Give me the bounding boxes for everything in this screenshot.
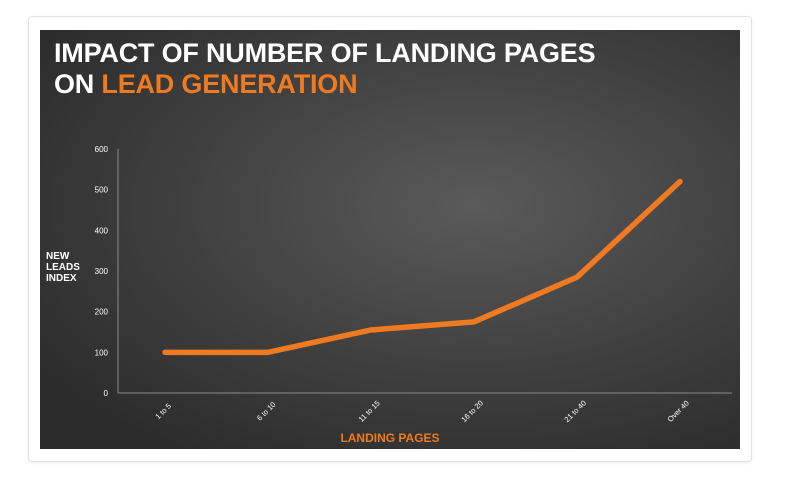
y-axis-label: NEW LEADS INDEX xyxy=(46,251,90,284)
x-tick-label: 16 to 20 xyxy=(459,398,485,424)
y-tick-label: 600 xyxy=(95,145,109,154)
chart-title: IMPACT OF NUMBER OF LANDING PAGES ON LEA… xyxy=(54,38,596,100)
plot-area: 0 100 200 300 400 500 600 1 to 5 6 to 10 11 to 15… xyxy=(95,145,732,424)
y-tick-label: 0 xyxy=(104,389,109,398)
x-tick-label: 1 to 5 xyxy=(153,401,173,421)
y-tick-label: 300 xyxy=(95,267,109,276)
x-tick-label: Over 40 xyxy=(666,399,691,424)
data-point xyxy=(471,319,477,325)
data-point xyxy=(574,274,580,280)
y-tick-label: 400 xyxy=(95,226,109,235)
x-tick-label: 11 to 15 xyxy=(357,399,382,424)
y-axis-label-line-3: INDEX xyxy=(46,273,77,284)
data-point xyxy=(677,179,683,185)
y-tick-label: 200 xyxy=(95,308,109,317)
y-axis-label-line-2: LEADS xyxy=(46,262,80,273)
title-line-2-accent: LEAD GENERATION xyxy=(101,69,358,99)
x-axis-label: LANDING PAGES xyxy=(340,431,440,445)
y-tick-label: 100 xyxy=(95,348,109,357)
data-point xyxy=(265,349,271,355)
data-point xyxy=(162,349,168,355)
title-line-1: IMPACT OF NUMBER OF LANDING PAGES xyxy=(54,38,596,68)
y-tick-label: 500 xyxy=(95,186,109,195)
chart-slide: IMPACT OF NUMBER OF LANDING PAGES ON LEA… xyxy=(40,30,740,449)
x-tick-label: 21 to 40 xyxy=(562,398,588,424)
x-tick-label: 6 to 10 xyxy=(255,400,278,423)
y-axis-label-line-1: NEW xyxy=(46,251,70,262)
data-point xyxy=(368,327,374,333)
title-line-2-prefix: ON xyxy=(54,69,102,99)
series-line xyxy=(162,178,683,356)
